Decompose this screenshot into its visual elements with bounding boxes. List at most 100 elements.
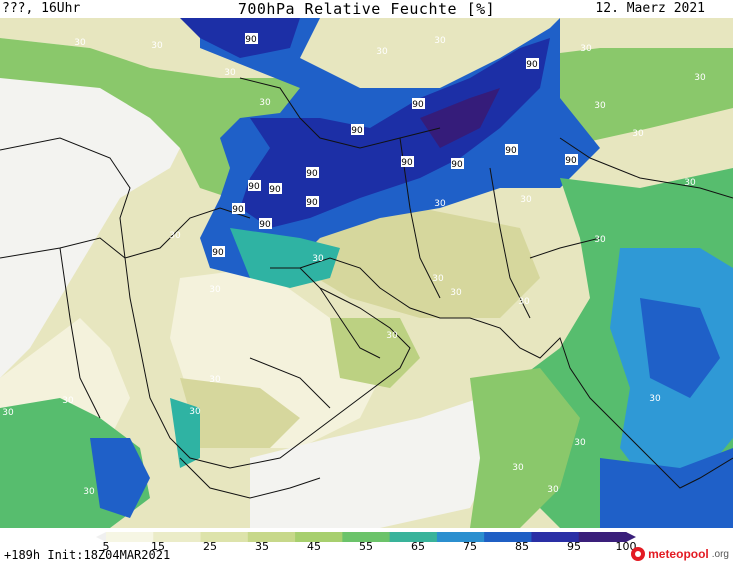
svg-text:30: 30 xyxy=(434,199,446,209)
blue-region-ethiopia xyxy=(90,438,150,518)
isoline-label: 90 xyxy=(351,124,364,136)
svg-text:90: 90 xyxy=(526,60,538,70)
legend-labels: 5 15 25 35 45 55 65 75 85 95 100 xyxy=(96,540,637,554)
isoline-label: 90 xyxy=(401,156,414,168)
isoline-label: 30 xyxy=(632,129,644,139)
svg-text:30: 30 xyxy=(432,274,444,284)
isoline-label: 30 xyxy=(83,487,95,497)
darkblue-patch-india xyxy=(640,298,720,398)
meteopool-logo[interactable]: meteopool .org xyxy=(631,545,729,563)
isoline-label: 30 xyxy=(169,231,181,241)
isoline-label: 30 xyxy=(224,68,236,78)
svg-text:90: 90 xyxy=(505,146,517,156)
isoline-label: 90 xyxy=(248,180,261,192)
legend-swatch xyxy=(342,532,391,542)
moist-core-purple xyxy=(420,88,500,148)
isoline-label: 90 xyxy=(306,196,319,208)
svg-text:90: 90 xyxy=(269,185,281,195)
svg-text:90: 90 xyxy=(306,169,318,179)
svg-text:90: 90 xyxy=(451,160,463,170)
isoline-label: 30 xyxy=(74,38,86,48)
svg-text:90: 90 xyxy=(259,220,271,230)
legend-swatch xyxy=(200,532,249,542)
svg-text:30: 30 xyxy=(547,485,559,495)
isoline-label: 90 xyxy=(451,158,464,170)
legend-swatch xyxy=(247,532,296,542)
svg-text:90: 90 xyxy=(351,126,363,136)
legend-label: 65 xyxy=(411,540,425,553)
header-time: ???, 16Uhr xyxy=(2,1,81,16)
svg-text:30: 30 xyxy=(594,235,606,245)
legend-label: 35 xyxy=(255,540,269,553)
forecast-init-label: +189h Init:18Z04MAR2021 xyxy=(4,548,171,562)
isoline-label: 30 xyxy=(312,254,324,264)
isoline-label: 30 xyxy=(189,407,201,417)
svg-text:30: 30 xyxy=(649,394,661,404)
legend-arrow-low xyxy=(96,532,106,542)
svg-text:90: 90 xyxy=(212,248,224,258)
dry-region-indian-ocean xyxy=(250,398,500,528)
isoline-label: 30 xyxy=(62,396,74,406)
svg-text:30: 30 xyxy=(580,44,592,54)
svg-text:90: 90 xyxy=(245,35,257,45)
isoline-label: 30 xyxy=(450,288,462,298)
svg-text:30: 30 xyxy=(694,73,706,83)
legend-label: 5 xyxy=(102,540,110,553)
teal-edge-south xyxy=(230,228,340,288)
logo-tld: .org xyxy=(711,548,729,560)
svg-text:30: 30 xyxy=(632,129,644,139)
legend-label: 55 xyxy=(359,540,373,553)
legend-swatch xyxy=(578,532,627,542)
isoline-label: 30 xyxy=(694,73,706,83)
svg-text:30: 30 xyxy=(574,438,586,448)
legend-arrow-high xyxy=(626,532,636,542)
isoline-label: 30 xyxy=(432,274,444,284)
isoline-label: 90 xyxy=(232,203,245,215)
legend-label: 45 xyxy=(307,540,321,553)
boundaries xyxy=(0,77,733,499)
isoline-label: 30 xyxy=(684,178,696,188)
svg-text:90: 90 xyxy=(248,182,260,192)
svg-text:30: 30 xyxy=(312,254,324,264)
olive-patch-yemen xyxy=(180,378,300,448)
isoline-label: 30 xyxy=(151,41,163,51)
isoline-label: 90 xyxy=(565,154,578,166)
isoline-label: 30 xyxy=(376,47,388,57)
svg-text:90: 90 xyxy=(401,158,413,168)
isoline-label: 30 xyxy=(594,235,606,245)
moist-north-blue xyxy=(180,18,300,58)
isoline-label: 30 xyxy=(518,297,530,307)
isoline-label: 30 xyxy=(209,285,221,295)
svg-text:30: 30 xyxy=(189,407,201,417)
isoline-label: 90 xyxy=(412,98,425,110)
svg-text:30: 30 xyxy=(259,98,271,108)
isoline-label: 90 xyxy=(269,183,282,195)
svg-text:30: 30 xyxy=(151,41,163,51)
humidity-map: 30 30 30 30 30 30 30 30 30 30 30 30 30 30 30 30 30 30 30 30… xyxy=(0,18,733,528)
logo-text: meteopool xyxy=(648,547,709,561)
svg-text:30: 30 xyxy=(518,297,530,307)
chart-title: 700hPa Relative Feuchte [%] xyxy=(237,0,496,18)
legend-label: 25 xyxy=(203,540,217,553)
svg-text:30: 30 xyxy=(224,68,236,78)
olive-patch-iran xyxy=(300,208,540,318)
legend-swatch xyxy=(389,532,438,542)
svg-text:30: 30 xyxy=(520,195,532,205)
svg-text:30: 30 xyxy=(684,178,696,188)
legend-label: 15 xyxy=(151,540,165,553)
svg-text:30: 30 xyxy=(512,463,524,473)
isoline-label: 30 xyxy=(259,98,271,108)
color-legend xyxy=(96,528,636,547)
legend-swatch xyxy=(531,532,580,542)
legend-swatch xyxy=(484,532,532,542)
isoline-label: 30 xyxy=(434,199,446,209)
header-date: 12. Maerz 2021 xyxy=(595,1,705,16)
svg-text:90: 90 xyxy=(232,205,244,215)
isoline-label: 30 xyxy=(512,463,524,473)
isoline-label: 30 xyxy=(434,36,446,46)
svg-text:30: 30 xyxy=(594,101,606,111)
isoline-label: 30 xyxy=(2,408,14,418)
svg-text:30: 30 xyxy=(2,408,14,418)
green-region-arabian-sea xyxy=(470,368,580,528)
svg-text:30: 30 xyxy=(450,288,462,298)
